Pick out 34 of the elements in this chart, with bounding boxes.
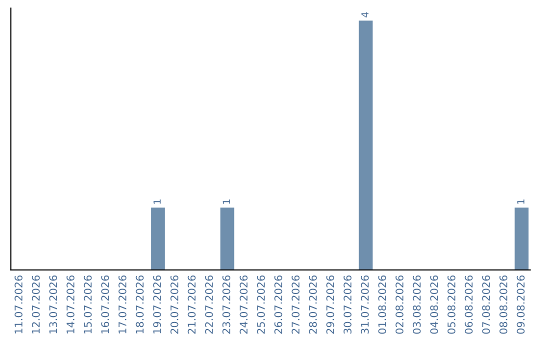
data-label: 1	[154, 200, 161, 204]
x-tick-label: 17.07.2026	[118, 275, 126, 334]
x-tick-label: 01.08.2026	[378, 275, 386, 334]
x-tick-label: 30.07.2026	[344, 275, 352, 334]
x-tick-label: 15.07.2026	[84, 275, 92, 334]
x-tick-label: 28.07.2026	[308, 275, 317, 334]
x-tick-label: 12.07.2026	[32, 275, 40, 334]
x-tick-label: 06.08.2026	[464, 275, 473, 334]
x-tick-label: 07.08.2026	[482, 275, 490, 334]
x-tick-label: 19.07.2026	[153, 275, 162, 334]
x-tick-label: 04.08.2026	[430, 275, 438, 334]
x-tick-label: 31.07.2026	[360, 275, 369, 334]
x-tick-label: 22.07.2026	[205, 275, 213, 334]
x-tick-label: 25.07.2026	[257, 275, 265, 334]
x-tick-label: 03.08.2026	[412, 275, 421, 334]
x-tick-label: 16.07.2026	[101, 275, 110, 334]
x-tick-label: 20.07.2026	[170, 275, 178, 334]
x-tick-label: 05.08.2026	[448, 275, 456, 334]
x-tick-label: 21.07.2026	[188, 275, 196, 334]
x-tick-label: 24.07.2026	[240, 275, 248, 334]
x-tick-label: 09.08.2026	[516, 275, 525, 334]
x-tick-label: 26.07.2026	[274, 275, 282, 334]
data-label: 4	[361, 12, 368, 18]
x-tick-label: 29.07.2026	[326, 275, 334, 334]
x-tick-label: 23.07.2026	[222, 275, 230, 334]
x-tick-label: 18.07.2026	[136, 275, 144, 334]
x-tick-label: 27.07.2026	[292, 275, 300, 334]
x-tick-label: 14.07.2026	[66, 275, 74, 334]
x-tick-label: 11.07.2026	[14, 275, 22, 334]
data-label: 1	[222, 200, 230, 204]
x-tick-label: 08.08.2026	[499, 275, 508, 334]
data-label: 1	[517, 200, 524, 204]
x-tick-label: 13.07.2026	[49, 275, 58, 334]
x-tick-label: 02.08.2026	[396, 275, 404, 334]
